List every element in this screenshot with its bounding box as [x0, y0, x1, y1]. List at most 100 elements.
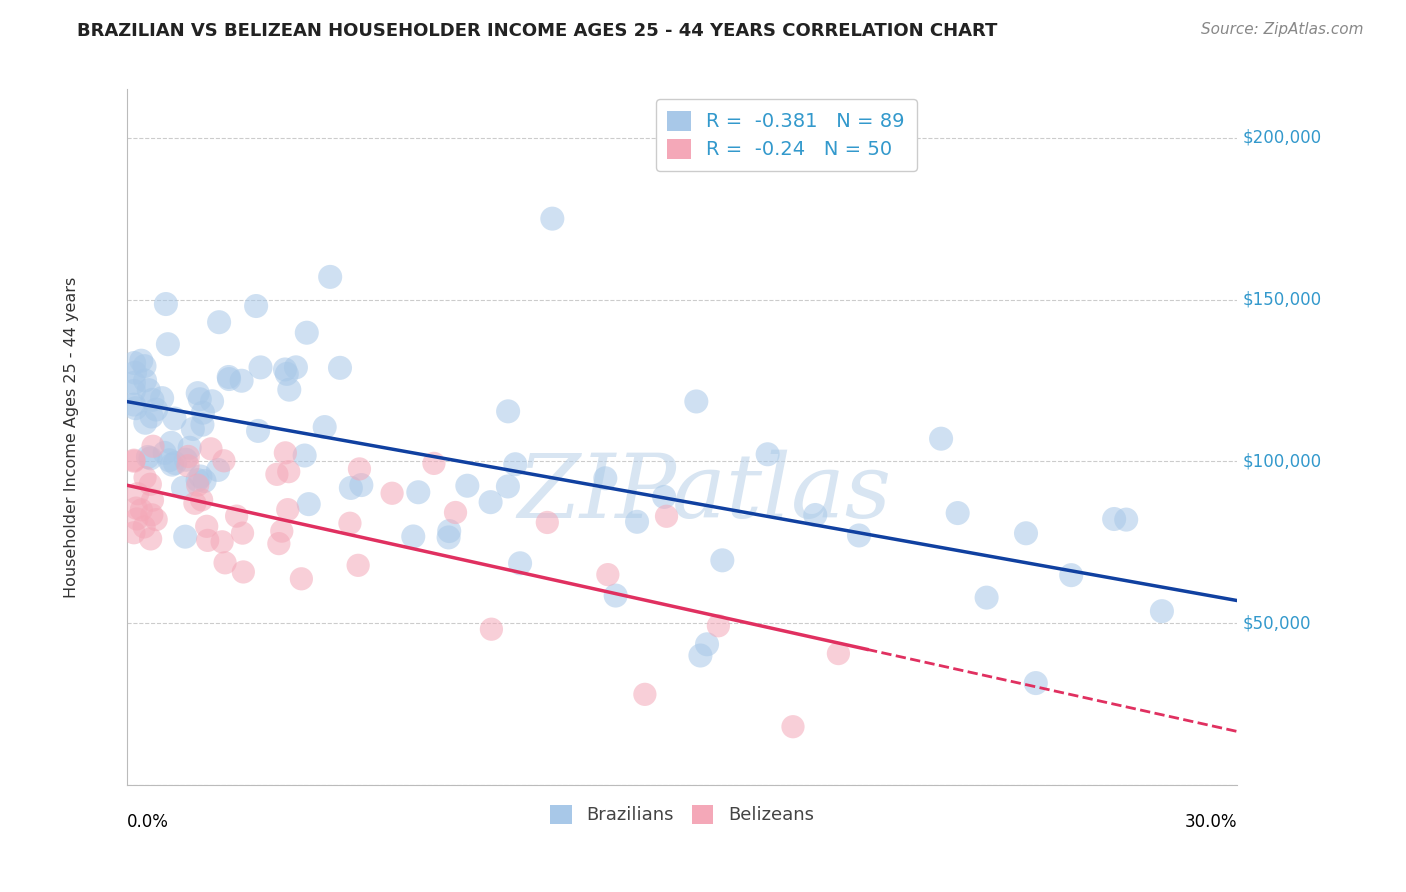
Point: [181, 422, 204, 436]
Point: [456, 479, 478, 493]
Point: [136, 450, 159, 464]
Point: [340, 481, 363, 495]
Point: [139, 451, 162, 466]
Point: [141, 409, 163, 424]
Point: [191, 417, 214, 432]
Point: [122, 525, 145, 540]
Point: [231, 526, 253, 541]
Point: [1115, 513, 1137, 527]
Point: [142, 439, 165, 453]
Point: [685, 394, 707, 409]
Point: [174, 452, 197, 467]
Point: [163, 411, 186, 425]
Point: [245, 299, 267, 313]
Point: [191, 406, 214, 420]
Point: [848, 528, 870, 542]
Point: [652, 490, 675, 504]
Point: [423, 457, 446, 471]
Point: [156, 337, 179, 351]
Point: [277, 502, 299, 516]
Point: [1015, 526, 1038, 541]
Point: [145, 513, 167, 527]
Point: [188, 392, 211, 407]
Point: [218, 370, 240, 384]
Point: [174, 530, 197, 544]
Point: [267, 536, 290, 550]
Point: [172, 481, 194, 495]
Point: [329, 360, 352, 375]
Point: [125, 512, 148, 526]
Point: [131, 503, 153, 517]
Point: [976, 591, 998, 605]
Point: [124, 401, 146, 416]
Point: [509, 556, 531, 570]
Point: [187, 473, 209, 487]
Text: ZIPatlas: ZIPatlas: [517, 450, 891, 536]
Text: 30.0%: 30.0%: [1185, 813, 1237, 830]
Point: [122, 453, 145, 467]
Point: [141, 493, 163, 508]
Point: [496, 404, 519, 418]
Point: [122, 356, 145, 370]
Point: [655, 509, 678, 524]
Point: [349, 462, 371, 476]
Point: [193, 474, 215, 488]
Point: [122, 376, 145, 390]
Text: BRAZILIAN VS BELIZEAN HOUSEHOLDER INCOME AGES 25 - 44 YEARS CORRELATION CHART: BRAZILIAN VS BELIZEAN HOUSEHOLDER INCOME…: [77, 22, 998, 40]
Point: [278, 383, 301, 397]
Point: [711, 553, 734, 567]
Text: $100,000: $100,000: [1243, 452, 1322, 470]
Point: [122, 398, 145, 412]
Point: [125, 501, 148, 516]
Point: [201, 394, 224, 409]
Point: [347, 558, 370, 573]
Point: [187, 386, 209, 401]
Point: [138, 383, 160, 397]
Point: [122, 384, 145, 398]
Point: [139, 477, 162, 491]
Point: [496, 479, 519, 493]
Point: [153, 446, 176, 460]
Point: [266, 467, 288, 482]
Point: [139, 532, 162, 546]
Point: [200, 442, 222, 456]
Point: [481, 622, 503, 636]
Point: [127, 486, 149, 500]
Point: [211, 534, 233, 549]
Point: [187, 478, 209, 492]
Point: [408, 485, 430, 500]
Point: [124, 366, 146, 380]
Point: [782, 720, 804, 734]
Point: [290, 572, 312, 586]
Point: [1102, 512, 1125, 526]
Point: [1025, 676, 1047, 690]
Point: [541, 211, 564, 226]
Point: [134, 416, 156, 430]
Point: [214, 556, 236, 570]
Point: [350, 478, 373, 492]
Point: [177, 458, 200, 473]
Point: [381, 486, 404, 500]
Point: [218, 372, 240, 386]
Point: [122, 454, 145, 468]
Point: [179, 441, 201, 455]
Point: [160, 435, 183, 450]
Point: [134, 374, 156, 388]
Point: [247, 424, 270, 438]
Point: [190, 492, 212, 507]
Point: [225, 509, 247, 524]
Point: [294, 449, 316, 463]
Text: 0.0%: 0.0%: [127, 813, 169, 830]
Point: [195, 519, 218, 533]
Point: [503, 457, 526, 471]
Point: [756, 447, 779, 461]
Text: Source: ZipAtlas.com: Source: ZipAtlas.com: [1201, 22, 1364, 37]
Point: [141, 392, 163, 407]
Point: [626, 515, 648, 529]
Point: [197, 533, 219, 548]
Point: [536, 516, 558, 530]
Point: [1150, 604, 1173, 618]
Point: [177, 450, 200, 464]
Point: [946, 506, 969, 520]
Point: [276, 367, 298, 381]
